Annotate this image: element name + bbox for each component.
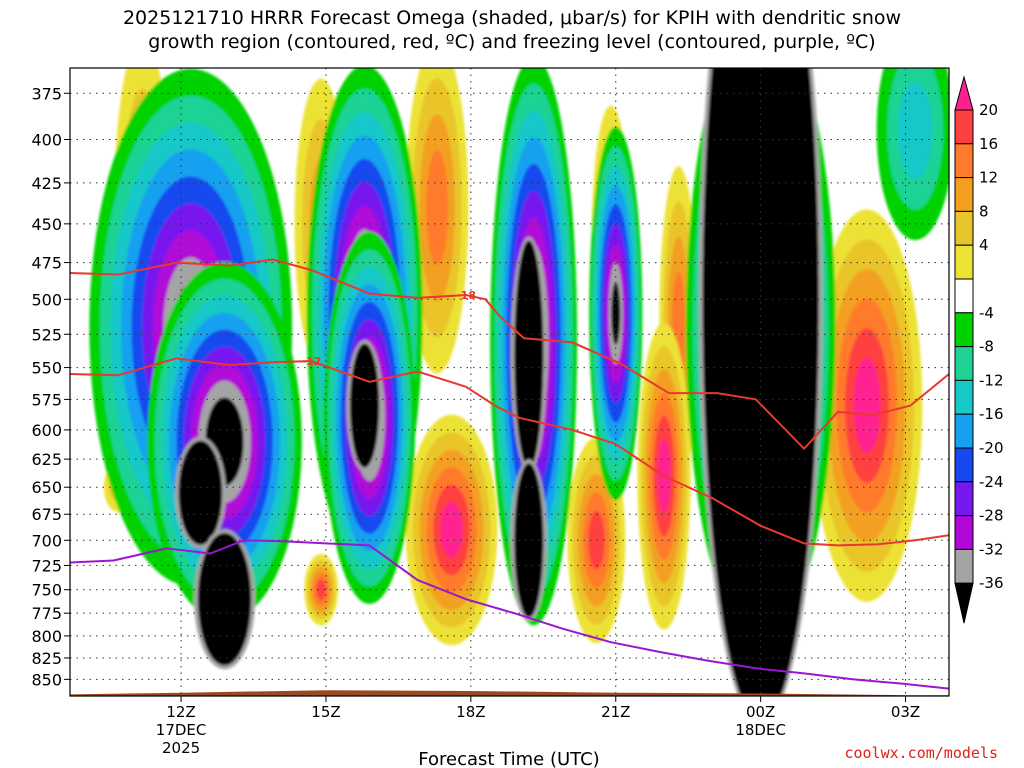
- x-tick-label-21Z: 21Z: [601, 703, 630, 721]
- omega-core-4: [514, 463, 544, 618]
- colorbar-cell-7: [954, 312, 974, 348]
- y-tick-label-775: 775: [31, 604, 62, 623]
- chart-title: 2025121710 HRRR Forecast Omega (shaded, …: [122, 7, 902, 53]
- source-credit: coolwx.com/models: [844, 744, 998, 762]
- x-tick-sub1-00Z: 18DEC: [735, 721, 786, 739]
- contour-line-0: [70, 258, 949, 451]
- omega-contour-5-6: [853, 358, 881, 454]
- colorbar-label-11: -28: [979, 507, 1004, 525]
- x-tick-label-18Z: 18Z: [456, 703, 485, 721]
- colorbar-bottom-arrow: [954, 582, 974, 624]
- terrain-band: [70, 690, 949, 696]
- x-tick-label-12Z: 12Z: [166, 703, 195, 721]
- omega-core-3: [514, 240, 544, 469]
- colorbar-label-10: -24: [979, 473, 1004, 491]
- colorbar-label-0: 20: [979, 101, 998, 119]
- contour-line-1: [70, 357, 949, 547]
- y-tick-label-525: 525: [31, 325, 62, 344]
- y-tick-label-475: 475: [31, 254, 62, 273]
- y-tick-label-600: 600: [31, 421, 62, 440]
- colorbar-label-3: 8: [979, 202, 989, 220]
- colorbar-cell-12: [954, 481, 974, 517]
- y-tick-label-625: 625: [31, 450, 62, 469]
- contour-label-1: -12: [302, 355, 322, 368]
- colorbar-cell-3: [954, 177, 974, 212]
- plot-frame: [69, 67, 950, 697]
- colorbar-label-4: 4: [979, 236, 989, 254]
- x-tick-label-00Z: 00Z: [746, 703, 775, 721]
- terrain: [70, 690, 949, 696]
- y-tick-label-825: 825: [31, 649, 62, 668]
- colorbar-cell-11: [954, 447, 974, 483]
- omega-contour-2-4: [426, 150, 448, 266]
- omega-contour-18-3: [897, 81, 933, 180]
- colorbar-cell-6: [954, 278, 974, 314]
- y-tick-label-700: 700: [31, 531, 62, 550]
- y-tick-label-750: 750: [31, 581, 62, 600]
- colorbar-top-arrow: [954, 75, 974, 111]
- omega-contour-7-6: [440, 502, 463, 558]
- omega-shading: [89, 68, 949, 696]
- y-tick-label-400: 400: [31, 130, 62, 149]
- omega-contour-8-5: [588, 510, 605, 570]
- colorbar-cell-10: [954, 413, 974, 449]
- contour-lines: -18 -12: [70, 258, 949, 690]
- colorbar: 20 16 12 8 4 -4 -8 -12 -16 -20 -24 -28 -32 -36: [954, 75, 1004, 624]
- omega-field: [89, 68, 949, 696]
- y-tick-label-675: 675: [31, 505, 62, 524]
- x-tick-sub2-12Z: 2025: [162, 739, 200, 757]
- omega-core-2: [350, 343, 380, 468]
- x-axis-label: Forecast Time (UTC): [418, 749, 599, 768]
- colorbar-cell-2: [954, 143, 974, 179]
- colorbar-cell-4: [954, 210, 974, 246]
- y-tick-label-850: 850: [31, 670, 62, 689]
- colorbar-cell-8: [954, 346, 974, 381]
- colorbar-cell-1: [954, 109, 974, 145]
- x-tick-label-15Z: 15Z: [311, 703, 340, 721]
- y-tick-label-650: 650: [31, 478, 62, 497]
- y-axis: 375 400 425 450 475 500 525 550 575 600 625 650 675 7…: [31, 84, 70, 689]
- omega-contour-16-9: [611, 282, 621, 345]
- omega-contour-9-5: [316, 579, 326, 600]
- omega-core-0: [178, 440, 223, 545]
- y-tick-label-575: 575: [31, 390, 62, 409]
- colorbar-label-13: -36: [979, 574, 1004, 592]
- colorbar-label-7: -12: [979, 371, 1004, 389]
- colorbar-cell-5: [954, 244, 974, 280]
- contour-label-0: -18: [456, 289, 476, 302]
- y-tick-label-450: 450: [31, 215, 62, 234]
- colorbar-cell-14: [954, 548, 974, 584]
- colorbar-label-2: 12: [979, 169, 998, 187]
- colorbar-cell-13: [954, 515, 974, 550]
- x-tick-label-03Z: 03Z: [891, 703, 920, 721]
- colorbar-cell-9: [954, 379, 974, 415]
- y-tick-label-725: 725: [31, 556, 62, 575]
- colorbar-label-12: -32: [979, 540, 1004, 558]
- x-tick-sub1-12Z: 17DEC: [156, 721, 207, 739]
- omega-core-5: [702, 68, 819, 696]
- colorbar-label-1: 16: [979, 135, 998, 153]
- omega-core-1: [197, 532, 252, 666]
- y-tick-label-425: 425: [31, 174, 62, 193]
- contour-line-2: [70, 539, 949, 690]
- colorbar-label-5: -4: [979, 304, 994, 322]
- grid-lines: [70, 68, 949, 696]
- colorbar-label-6: -8: [979, 338, 994, 356]
- y-tick-label-550: 550: [31, 359, 62, 378]
- y-tick-label-375: 375: [31, 84, 62, 103]
- colorbar-label-8: -16: [979, 405, 1004, 423]
- y-tick-label-800: 800: [31, 627, 62, 646]
- y-tick-label-500: 500: [31, 290, 62, 309]
- colorbar-label-9: -20: [979, 439, 1004, 457]
